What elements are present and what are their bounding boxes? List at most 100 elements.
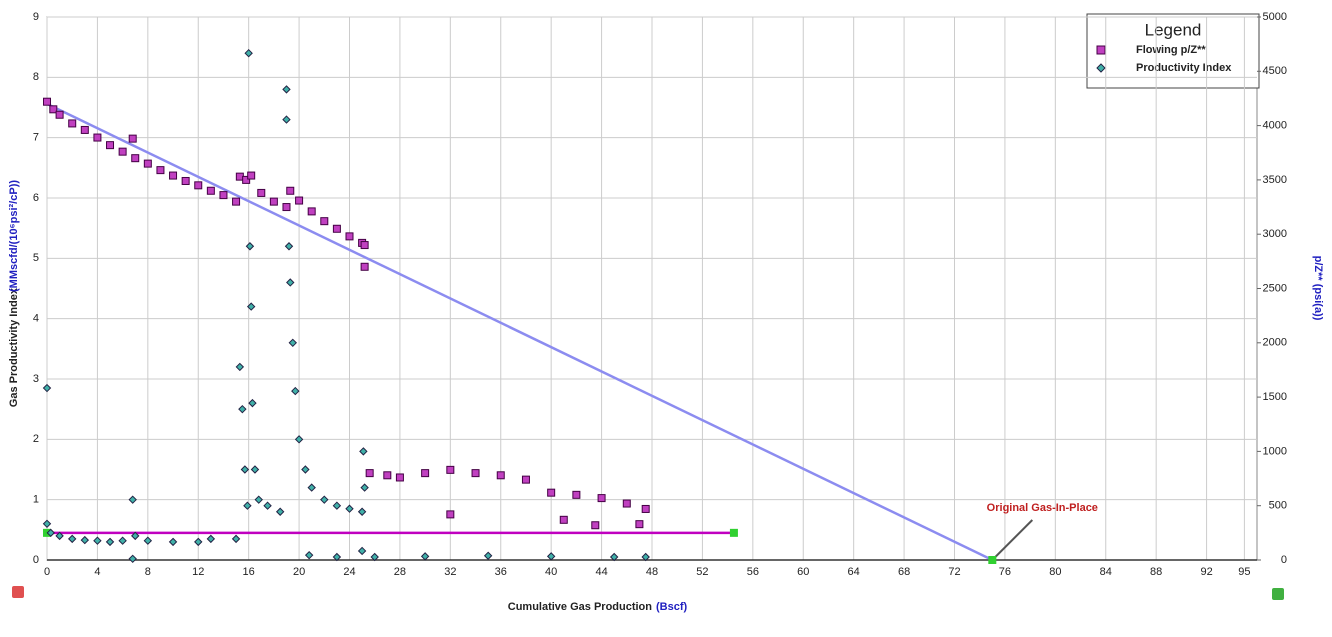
x-tick-label: 48 (646, 566, 658, 578)
x-tick-label: 95 (1238, 566, 1250, 578)
data-point (93, 133, 102, 142)
data-point (301, 465, 310, 474)
legend: Legend Flowing p/Z** Productivity Index (1086, 13, 1260, 89)
data-point (360, 483, 369, 492)
data-point (332, 224, 341, 233)
data-point (446, 465, 455, 474)
x-tick-label: 60 (797, 566, 809, 578)
data-point (370, 552, 379, 562)
data-point (55, 531, 64, 541)
data-point (521, 475, 530, 484)
data-point (263, 501, 272, 510)
y2-tick-label: 2500 (1263, 282, 1287, 294)
data-point (288, 338, 297, 348)
data-point (143, 536, 153, 545)
y2-tick-label: 4000 (1263, 120, 1287, 132)
data-point (68, 534, 77, 544)
data-point (254, 495, 263, 504)
data-point (240, 465, 250, 474)
data-point (291, 386, 300, 396)
y2-tick-label: 5000 (1263, 11, 1287, 23)
data-point (609, 552, 619, 562)
data-point (248, 398, 257, 408)
y-tick-label: 9 (33, 11, 39, 23)
data-point (206, 534, 216, 544)
data-point (635, 520, 644, 529)
data-point (307, 483, 316, 492)
data-point (345, 504, 354, 513)
data-point (105, 537, 115, 547)
data-point (295, 196, 304, 205)
data-point (118, 536, 127, 545)
y-axis-unit: (MMscfd/(10⁶psi²/cP)) (8, 180, 20, 292)
data-point (496, 471, 505, 480)
data-point (257, 188, 266, 197)
data-point (320, 217, 329, 226)
y-tick-label: 7 (33, 132, 39, 144)
x-tick-label: 92 (1200, 566, 1212, 578)
data-point (194, 537, 203, 547)
lock-icon[interactable] (1272, 588, 1284, 600)
data-point (332, 552, 342, 562)
data-point (245, 242, 255, 251)
x-tick-label: 56 (747, 566, 759, 578)
data-point (68, 119, 77, 128)
data-point (42, 519, 52, 529)
data-point (345, 232, 354, 241)
data-point (286, 186, 295, 195)
data-point (1096, 45, 1106, 55)
data-point (332, 501, 342, 510)
data-point (128, 554, 137, 564)
y-tick-label: 8 (33, 71, 39, 83)
data-point (250, 465, 260, 474)
x-tick-label: 0 (44, 566, 50, 578)
x-axis-unit: (Bscf) (656, 601, 688, 613)
data-point (284, 242, 294, 251)
x-tick-label: 44 (595, 566, 607, 578)
x-tick-label: 84 (1100, 566, 1112, 578)
data-point (546, 552, 556, 561)
y-tick-label: 6 (33, 192, 39, 204)
legend-label: Productivity Index (1136, 62, 1232, 74)
data-point (294, 435, 304, 444)
y-tick-label: 1 (33, 494, 39, 506)
data-point (42, 383, 52, 393)
data-point (471, 469, 480, 478)
line-endpoint (729, 528, 738, 537)
x-tick-label: 68 (898, 566, 910, 578)
data-point (359, 447, 368, 456)
data-point (43, 97, 51, 106)
x-tick-label: 52 (696, 566, 708, 578)
data-point (383, 471, 392, 480)
x-tick-label: 24 (343, 566, 355, 578)
data-point (357, 546, 367, 556)
data-point (357, 507, 367, 516)
data-point (156, 166, 165, 175)
data-point (55, 110, 64, 119)
data-point (106, 141, 115, 150)
data-point (597, 494, 606, 503)
y2-tick-label: 500 (1269, 500, 1287, 512)
y-tick-label: 2 (33, 433, 39, 445)
data-point (282, 115, 291, 124)
x-tick-label: 28 (394, 566, 406, 578)
x-tick-label: 64 (848, 566, 860, 578)
y2-tick-label: 3500 (1263, 174, 1287, 186)
data-point (247, 171, 256, 180)
data-point (360, 262, 369, 271)
data-point (80, 535, 90, 545)
x-tick-label: 16 (243, 566, 255, 578)
data-point (219, 191, 228, 200)
y2-tick-label: 1500 (1263, 391, 1287, 403)
data-point (282, 85, 291, 94)
data-point (304, 550, 314, 560)
data-point (206, 186, 215, 195)
data-point (231, 534, 241, 544)
x-axis-title: Cumulative Gas Production (508, 601, 653, 613)
y2-tick-label: 0 (1281, 554, 1287, 566)
lock-icon[interactable] (12, 586, 24, 598)
data-point (421, 469, 430, 478)
data-point (275, 507, 285, 516)
data-point (591, 521, 600, 530)
